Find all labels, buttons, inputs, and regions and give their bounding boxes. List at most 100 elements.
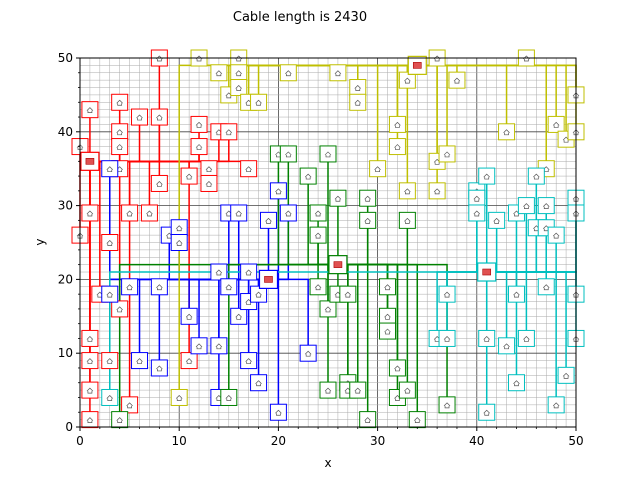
y-tick-label: 40 (58, 125, 73, 139)
house-marker (478, 403, 496, 421)
house-box (150, 174, 168, 192)
house-marker (448, 71, 466, 89)
house-icon (364, 217, 371, 224)
house-icon (86, 335, 94, 342)
house-icon (255, 380, 262, 387)
house-marker (101, 234, 119, 251)
house-icon (195, 144, 203, 150)
house-marker (220, 278, 238, 296)
house-box (339, 285, 357, 303)
house-marker (250, 93, 268, 111)
house-box (210, 263, 228, 281)
house-marker (81, 352, 99, 370)
house-icon (156, 365, 163, 372)
house-marker (210, 263, 228, 281)
battery-marker (477, 262, 497, 282)
house-box (279, 204, 297, 222)
house-box (398, 182, 416, 200)
house-box (101, 160, 119, 178)
house-icon (443, 291, 451, 298)
house-box (140, 204, 158, 222)
house-box (498, 123, 516, 141)
house-box (517, 197, 535, 215)
house-icon (324, 306, 332, 313)
battery-marker (407, 55, 427, 75)
house-icon (354, 99, 362, 106)
cable-line (327, 153, 338, 266)
house-box (131, 352, 149, 370)
house-icon (86, 210, 94, 217)
house-box (101, 388, 119, 406)
house-box (111, 411, 129, 429)
house-marker (121, 278, 139, 296)
house-box (111, 300, 129, 318)
battery-icon (264, 276, 273, 283)
house-icon (404, 188, 411, 195)
house-marker (359, 411, 377, 429)
house-box (121, 278, 139, 296)
house-box (438, 329, 456, 347)
house-icon (314, 284, 322, 291)
house-marker (498, 337, 516, 355)
house-box (240, 352, 258, 370)
house-marker (488, 211, 506, 229)
house-box (269, 182, 287, 200)
battery-icon (85, 158, 95, 165)
house-icon (503, 129, 510, 136)
house-marker (150, 278, 168, 296)
house-box (329, 189, 347, 207)
plot-frame (79, 57, 577, 428)
house-icon (394, 144, 401, 150)
house-box (388, 138, 406, 156)
house-icon (394, 365, 401, 372)
y-tick-label: 10 (58, 346, 73, 360)
house-box (279, 64, 297, 82)
house-icon (205, 180, 213, 187)
house-box (101, 352, 119, 370)
house-marker (170, 388, 188, 406)
house-marker (309, 204, 327, 222)
house-icon (86, 107, 94, 114)
house-marker (150, 359, 168, 377)
house-marker (388, 359, 406, 377)
house-marker (428, 182, 446, 200)
house-icon (106, 358, 114, 364)
house-icon (513, 291, 520, 298)
house-icon (324, 151, 332, 158)
house-box (180, 352, 198, 370)
house-marker (369, 160, 387, 178)
house-box (547, 396, 565, 414)
house-marker (279, 204, 297, 222)
house-box (359, 189, 377, 207)
house-icon (384, 328, 391, 335)
house-marker (299, 344, 317, 362)
house-box (220, 388, 238, 406)
house-marker (220, 123, 238, 141)
house-icon (453, 77, 461, 84)
cable-line (436, 271, 487, 339)
house-box (388, 359, 406, 377)
house-marker (478, 167, 496, 185)
house-marker (537, 197, 555, 215)
house-box (507, 374, 525, 392)
house-marker (131, 352, 149, 370)
cable-line (486, 271, 577, 295)
house-marker (507, 285, 525, 303)
house-box (379, 322, 397, 340)
house-box (101, 285, 119, 303)
x-tick-label: 0 (76, 434, 84, 448)
house-marker (230, 64, 248, 82)
battery-marker (328, 255, 348, 275)
house-markers (71, 49, 585, 429)
x-tick-label: 10 (172, 434, 187, 448)
battery-marker (258, 269, 279, 289)
house-icon (126, 210, 133, 217)
house-marker (359, 211, 377, 229)
house-marker (438, 396, 456, 414)
house-icon (235, 210, 242, 217)
house-marker (299, 167, 317, 185)
house-icon (245, 166, 252, 173)
house-box (220, 278, 238, 296)
house-box (319, 300, 337, 318)
house-marker (349, 93, 367, 111)
